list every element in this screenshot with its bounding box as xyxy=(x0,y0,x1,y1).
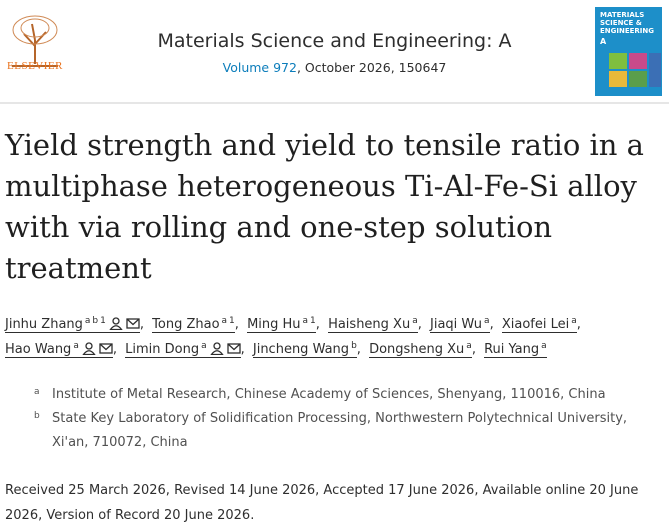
author: Xiaofei Lei a, xyxy=(501,316,581,333)
author: Hao Wang a, xyxy=(5,342,117,358)
affiliation-ref[interactable]: 1 xyxy=(100,316,106,326)
separator: , xyxy=(576,317,581,332)
affiliation-ref[interactable]: a xyxy=(201,341,207,351)
journal-cover[interactable]: MATERIALS SCIENCE & ENGINEERING A xyxy=(595,7,662,96)
affiliation-ref[interactable]: a xyxy=(466,341,472,351)
cover-title-line: MATERIALS xyxy=(600,11,645,19)
issue-info: , October 2026, 150647 xyxy=(296,60,447,75)
author-name[interactable]: Jinhu Zhang a b 1 xyxy=(5,317,140,333)
author: Jincheng Wang b, xyxy=(252,341,361,358)
cover-title-line: ENGINEERING xyxy=(600,27,655,35)
email-icon[interactable] xyxy=(226,342,241,355)
cover-letter: A xyxy=(600,37,607,46)
separator: , xyxy=(139,317,145,332)
author-name[interactable]: Jincheng Wang b xyxy=(252,341,357,358)
cover-title: MATERIALS SCIENCE & ENGINEERING xyxy=(600,11,654,35)
author-name-text[interactable]: Jiaqi Wu xyxy=(430,317,483,332)
affiliation-ref[interactable]: 1 xyxy=(310,316,316,326)
author: Limin Dong a, xyxy=(125,341,245,358)
author: Jinhu Zhang a b 1, xyxy=(5,317,145,333)
author-name-text[interactable]: Ming Hu xyxy=(247,317,301,332)
article-title: Yield strength and yield to tensile rati… xyxy=(5,128,644,285)
cover-title-line: SCIENCE & xyxy=(600,19,642,27)
author-name-text[interactable]: Limin Dong xyxy=(125,342,200,357)
affiliation-ref[interactable]: b xyxy=(92,316,99,326)
affiliation-ref[interactable]: a xyxy=(221,316,228,326)
separator: , xyxy=(417,317,422,332)
separator: , xyxy=(240,342,245,357)
affiliation-text: State Key Laboratory of Solidification P… xyxy=(52,411,628,450)
affiliation: a Institute of Metal Research, Chinese Ac… xyxy=(34,383,654,407)
separator: , xyxy=(471,342,476,357)
affiliation-text: Institute of Metal Research, Chinese Aca… xyxy=(52,387,606,402)
author-name-text[interactable]: Haisheng Xu xyxy=(328,317,411,332)
author: Dongsheng Xu a, xyxy=(369,342,476,358)
author-list: Jinhu Zhang a b 1, Tong Zhao a 1, Ming Hu a 1, … xyxy=(5,312,655,362)
affiliation-ref[interactable]: b xyxy=(351,341,357,351)
email-icon[interactable] xyxy=(99,342,113,355)
affiliation-label: b xyxy=(34,411,40,421)
divider xyxy=(0,102,669,104)
author: Rui Yang a xyxy=(484,342,547,358)
author: Haisheng Xu a, xyxy=(328,317,422,333)
affiliation-ref[interactable]: a xyxy=(412,316,418,326)
author-name-text[interactable]: Hao Wang xyxy=(5,342,72,357)
author-name[interactable]: Limin Dong a xyxy=(125,341,241,358)
elsevier-logo xyxy=(4,12,66,68)
affiliation-ref[interactable]: a xyxy=(84,316,91,326)
author-name-text[interactable]: Jincheng Wang xyxy=(252,342,350,357)
person-icon[interactable] xyxy=(82,342,96,356)
affiliation: b State Key Laboratory of Solidification … xyxy=(34,407,654,455)
author-name-text[interactable]: Xiaofei Lei xyxy=(501,317,570,332)
journal-name[interactable]: Materials Science and Engineering: A xyxy=(157,30,512,52)
person-icon[interactable] xyxy=(209,342,224,356)
article-history: Received 25 March 2026, Revised 14 June … xyxy=(5,483,639,523)
author-name-text[interactable]: Rui Yang xyxy=(484,342,540,357)
affiliation-label: a xyxy=(34,387,40,397)
author-name-text[interactable]: Dongsheng Xu xyxy=(369,342,465,357)
email-icon[interactable] xyxy=(126,317,140,330)
author-name[interactable]: Tong Zhao a 1 xyxy=(152,317,235,333)
affiliation-ref[interactable]: a xyxy=(571,316,577,326)
separator: , xyxy=(356,342,361,357)
author: Ming Hu a 1, xyxy=(247,317,320,333)
author-name[interactable]: Ming Hu a 1 xyxy=(247,317,316,333)
cover-art xyxy=(609,53,661,87)
author-name-text[interactable]: Jinhu Zhang xyxy=(5,317,83,332)
affiliation-list: a Institute of Metal Research, Chinese Ac… xyxy=(34,383,654,455)
separator: , xyxy=(489,317,494,332)
separator: , xyxy=(112,342,117,357)
volume-link[interactable]: Volume 972 xyxy=(222,60,297,75)
author: Tong Zhao a 1, xyxy=(152,317,239,333)
affiliation-ref[interactable]: a xyxy=(302,316,309,326)
affiliation-ref[interactable]: a xyxy=(484,316,490,326)
person-icon[interactable] xyxy=(109,317,123,331)
volume-line: Volume 972, October 2026, 150647 xyxy=(0,60,669,75)
separator: , xyxy=(315,317,320,332)
author-name[interactable]: Dongsheng Xu a xyxy=(369,342,472,358)
separator: , xyxy=(234,317,239,332)
affiliation-ref[interactable]: 1 xyxy=(229,316,235,326)
author-name[interactable]: Jiaqi Wu a xyxy=(430,317,490,333)
author-name[interactable]: Rui Yang a xyxy=(484,342,547,358)
author-name[interactable]: Haisheng Xu a xyxy=(328,317,418,333)
author-name-text[interactable]: Tong Zhao xyxy=(152,317,220,332)
author: Jiaqi Wu a, xyxy=(430,317,494,333)
affiliation-ref[interactable]: a xyxy=(73,341,79,351)
author-name[interactable]: Xiaofei Lei a xyxy=(501,316,577,333)
affiliation-ref[interactable]: a xyxy=(541,341,547,351)
publisher[interactable]: ELSEVIER xyxy=(7,60,63,72)
author-name[interactable]: Hao Wang a xyxy=(5,342,113,358)
